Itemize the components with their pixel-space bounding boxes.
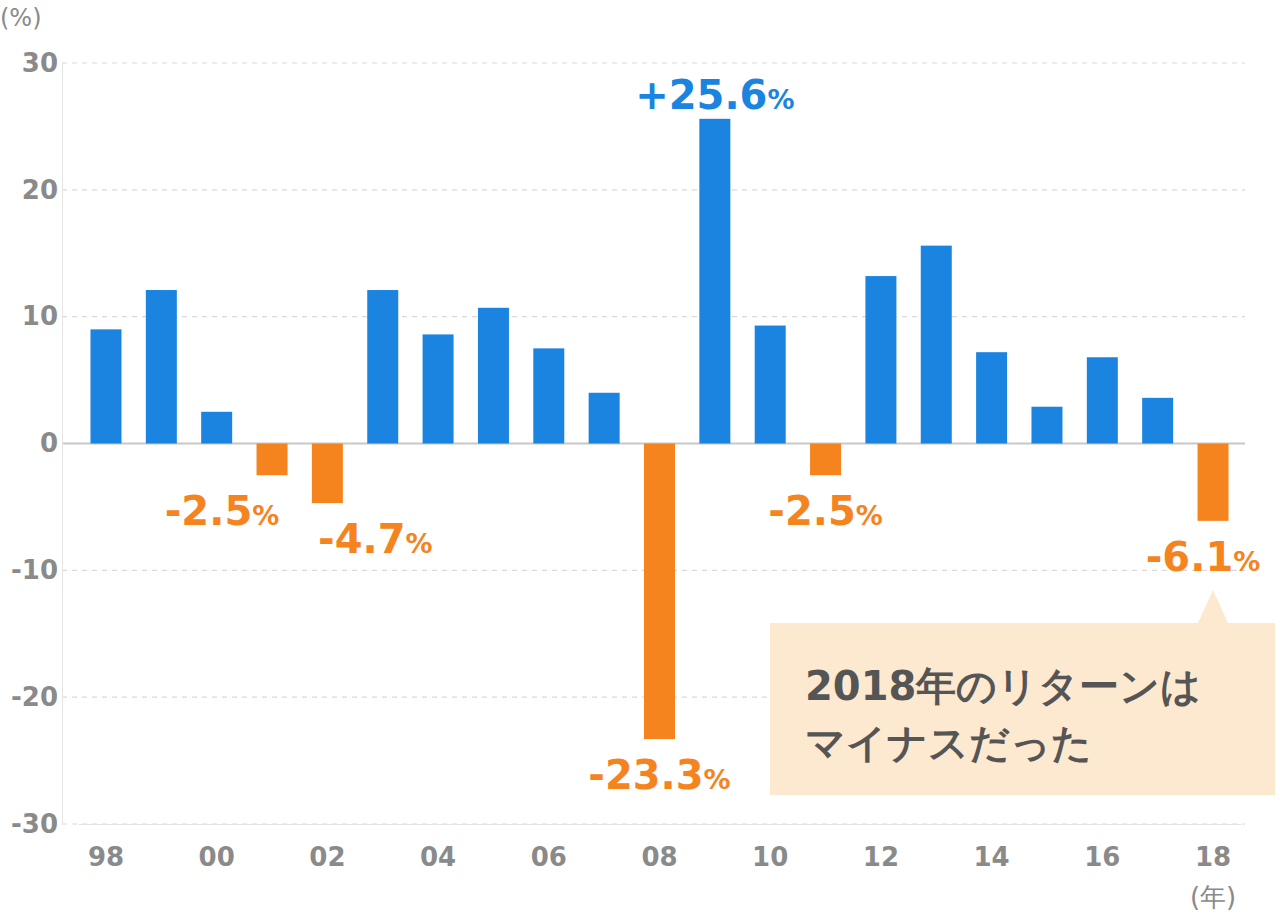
- x-tick-label: 14: [974, 842, 1010, 872]
- bar: [201, 412, 232, 444]
- y-axis-line: [62, 64, 63, 825]
- x-tick: 98: [88, 824, 124, 872]
- y-axis-label: (%): [0, 4, 42, 32]
- bar: [257, 444, 288, 476]
- bar: [865, 276, 896, 443]
- bar: [146, 290, 177, 443]
- data-label: -6.1%: [1146, 534, 1261, 580]
- bar: [1142, 398, 1173, 444]
- y-tick-label: -30: [11, 809, 58, 839]
- y-tick-label: 30: [22, 48, 58, 78]
- bar: [312, 444, 343, 504]
- bar: [921, 246, 952, 444]
- bar: [367, 290, 398, 443]
- x-tick: 16: [1084, 824, 1120, 872]
- y-tick: 10: [22, 301, 62, 331]
- x-tick: 10: [752, 824, 788, 872]
- bar: [1087, 357, 1118, 443]
- x-tick: 04: [420, 824, 456, 872]
- grid-line: [62, 316, 1245, 317]
- bar: [1198, 444, 1229, 521]
- bar: [1031, 407, 1062, 444]
- grid-line: [62, 823, 1245, 824]
- grid-line: [62, 189, 1245, 190]
- callout-text: マイナスだった: [805, 720, 1092, 766]
- y-tick: 20: [22, 175, 62, 205]
- bar: [533, 348, 564, 443]
- x-tick-label: 04: [420, 842, 456, 872]
- bar: [810, 444, 841, 476]
- data-label: -23.3%: [588, 752, 730, 798]
- y-axis: -30 -20 -10 0 10 20 30: [11, 48, 62, 839]
- callout-text: 2018年のリターンは: [805, 663, 1201, 709]
- y-tick: -20: [11, 682, 62, 712]
- callout: 2018年のリターンはマイナスだった: [770, 590, 1275, 795]
- data-label: -2.5%: [768, 488, 883, 534]
- bar: [478, 308, 509, 444]
- x-tick: 18: [1195, 824, 1231, 872]
- x-axis-label: (年): [1190, 882, 1236, 912]
- x-tick-label: 00: [199, 842, 235, 872]
- x-tick-label: 98: [88, 842, 124, 872]
- y-tick-label: 0: [40, 428, 58, 458]
- x-axis: 98 00 02 04 06 08 10 12 14 16 18: [79, 824, 1241, 872]
- x-tick-label: 10: [752, 842, 788, 872]
- x-tick: 00: [199, 824, 235, 872]
- bar: [976, 352, 1007, 443]
- x-tick-label: 18: [1195, 842, 1231, 872]
- chart: -30 -20 -10 0 10 20 30 98 00 02 04 06 08 10 12 14 16 18 -2…: [0, 0, 1280, 924]
- y-tick-label: 20: [22, 175, 58, 205]
- y-tick-label: 10: [22, 301, 58, 331]
- x-tick-label: 12: [863, 842, 899, 872]
- x-tick-label: 02: [309, 842, 345, 872]
- x-tick: 12: [863, 824, 899, 872]
- bar: [589, 393, 620, 444]
- y-tick: 30: [22, 48, 62, 78]
- data-label: -2.5%: [165, 488, 280, 534]
- y-tick: -30: [11, 809, 62, 839]
- bar: [423, 334, 454, 443]
- x-tick-label: 06: [531, 842, 567, 872]
- data-labels: -2.5% -4.7% -23.3% +25.6% -2.5% -6.1%: [165, 72, 1261, 798]
- x-tick: 06: [531, 824, 567, 872]
- y-tick: 0: [40, 428, 62, 458]
- x-tick-label: 08: [641, 842, 677, 872]
- bar: [755, 326, 786, 444]
- x-tick: 08: [641, 824, 677, 872]
- bar: [644, 444, 675, 740]
- y-tick-label: -10: [11, 555, 58, 585]
- bar: [699, 119, 730, 444]
- bar: [90, 329, 121, 443]
- x-axis-line: [79, 824, 1241, 825]
- callout-box: [770, 590, 1275, 795]
- grid-line: [62, 62, 1245, 63]
- data-label: +25.6%: [635, 72, 794, 118]
- x-tick: 02: [309, 824, 345, 872]
- y-tick-label: -20: [11, 682, 58, 712]
- data-label: -4.7%: [318, 516, 433, 562]
- x-tick-label: 16: [1084, 842, 1120, 872]
- x-tick: 14: [974, 824, 1010, 872]
- y-tick: -10: [11, 555, 62, 585]
